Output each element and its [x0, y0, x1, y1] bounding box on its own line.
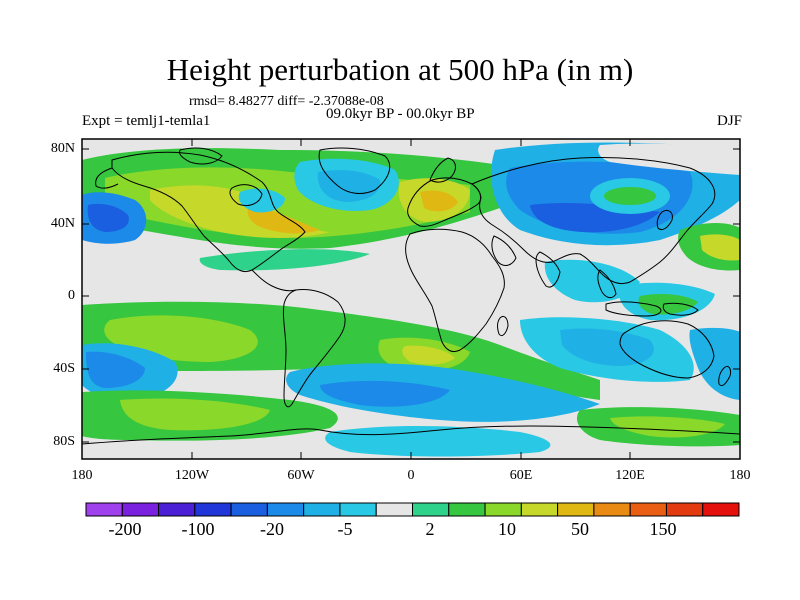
indonesia-coast: [605, 301, 662, 317]
colorbar-box: [303, 502, 341, 517]
indochina-coast: [597, 269, 617, 299]
colorbar-label-minus200: -200: [108, 519, 142, 539]
greenland-negative-core: [317, 170, 381, 202]
tropical-green-band: [199, 249, 370, 271]
australia-coast: [619, 320, 715, 379]
australia-south-negative: [689, 327, 740, 400]
colorbar-box: [557, 502, 595, 517]
colorbar: [85, 502, 740, 517]
japan-coast: [656, 209, 673, 231]
hudson-bay-coast: [229, 184, 263, 207]
south-america-coast: [282, 289, 346, 408]
lat-label-80s: 80S: [53, 434, 75, 449]
colorbar-label-50: 50: [571, 519, 589, 539]
tropical-positive-pacific: [638, 294, 698, 315]
arabia-coast: [491, 235, 517, 266]
india-coast: [535, 251, 561, 288]
new-guinea-coast: [662, 302, 699, 316]
scandinavia-coast: [429, 157, 456, 183]
antarctic-negative: [325, 426, 551, 457]
canadian-archipelago-coast: [179, 147, 223, 165]
east-pacific-positive-core: [700, 234, 740, 261]
alaska-coast: [95, 167, 119, 189]
colorbar-box: [266, 502, 305, 517]
central-america-coast: [251, 269, 297, 292]
colorbar-box: [520, 502, 559, 517]
antarctica-coast: [82, 425, 740, 445]
new-zealand-coast: [718, 365, 731, 387]
colorbar-box: [121, 502, 160, 517]
colorbar-label-10: 10: [498, 519, 516, 539]
colorbar-box: [85, 502, 123, 517]
africa-coast: [405, 228, 505, 353]
south-pacific-negative-core: [86, 351, 145, 388]
colorbar-label-minus100: -100: [181, 519, 215, 539]
lon-label-60e: 60E: [509, 468, 533, 483]
colorbar-box: [412, 502, 450, 517]
europe-coast: [407, 177, 482, 227]
lon-label-180w: 180: [71, 468, 93, 483]
lat-label-80n: 80N: [50, 141, 75, 156]
colorbar-box: [702, 502, 740, 517]
colorbar-box: [665, 502, 704, 517]
colorbar-box: [484, 502, 522, 517]
lat-ticks: [82, 148, 740, 443]
north-orange-maximum: [247, 205, 320, 234]
colorbar-label-minus5: -5: [337, 519, 353, 539]
contour-field: [82, 139, 740, 459]
asia-coast: [470, 156, 716, 285]
north-pacific-negative-core: [87, 203, 129, 232]
colorbar-label-2: 2: [425, 519, 435, 539]
lon-label-180e: 180: [729, 468, 751, 483]
lat-label-40n: 40N: [50, 216, 75, 231]
colorbar-label-150: 150: [649, 519, 677, 539]
lon-label-120w: 120W: [174, 468, 210, 483]
season-label: DJF: [716, 113, 742, 129]
lat-label-0: 0: [68, 288, 75, 303]
experiment-label: Expt = temlj1-temla1: [82, 113, 211, 129]
lon-label-0: 0: [407, 468, 415, 483]
colorbar-box: [593, 502, 631, 517]
colorbar-box: [230, 502, 268, 517]
colorbar-box: [339, 502, 377, 517]
europe-orange-maximum: [420, 190, 458, 212]
colorbar-box: [194, 502, 232, 517]
greenland-coast: [318, 147, 391, 194]
colorbar-box: [448, 502, 486, 517]
antarctic-positive-core: [610, 416, 725, 438]
madagascar-coast: [497, 315, 509, 337]
rmsd-diff-stats: rmsd= 8.48277 diff= -2.37088e-08: [189, 94, 384, 109]
hudson-negative: [238, 188, 285, 213]
siberia-positive-cell: [604, 187, 656, 205]
indian-ocean-negative: [544, 259, 640, 303]
south-high-latitude-core: [120, 398, 270, 431]
colorbar-label-minus20: -20: [260, 519, 284, 539]
south-atlantic-core: [402, 345, 455, 365]
colorbar-box: [629, 502, 667, 517]
plot-title: Height perturbation at 500 hPa (in m): [166, 52, 634, 87]
south-atlantic-negative-core: [320, 380, 450, 407]
indian-ocean-south-core: [560, 328, 654, 366]
north-america-coast: [111, 151, 306, 273]
lon-ticks: [81, 139, 741, 459]
arctic-asia-negative: [598, 143, 740, 175]
lat-label-40s: 40S: [53, 361, 75, 376]
colorbar-box: [158, 502, 196, 517]
coastlines: [82, 147, 740, 445]
lon-label-60w: 60W: [287, 468, 315, 483]
time-period-label: 09.0kyr BP - 00.0kyr BP: [326, 106, 475, 122]
colorbar-box: [375, 502, 413, 517]
lon-label-120e: 120E: [615, 468, 645, 483]
